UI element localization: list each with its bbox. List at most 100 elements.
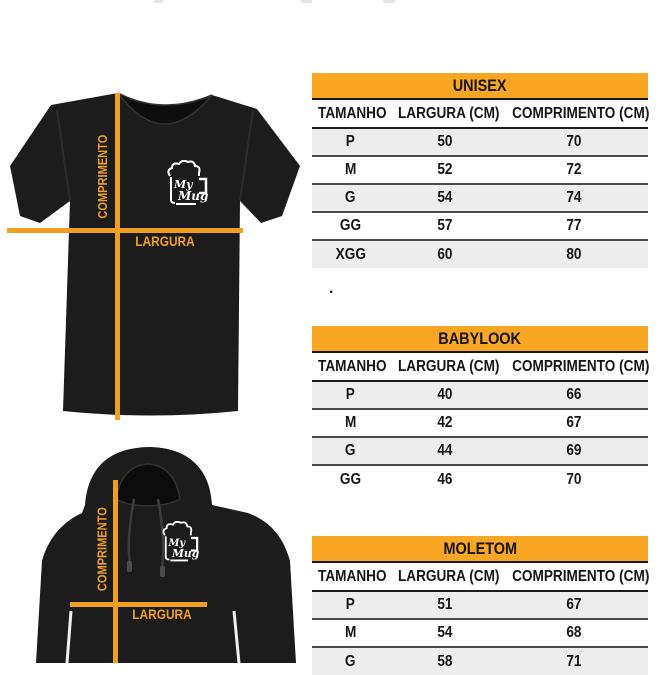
size-row: GG 57 77 <box>312 212 648 240</box>
size-cell: 40 <box>437 386 453 403</box>
logo-text: Mug <box>177 189 208 203</box>
width-line <box>7 228 243 233</box>
column-header: LARGURA (CM) <box>398 567 500 585</box>
size-row: G 58 71 <box>312 647 648 675</box>
size-cell: GG <box>340 217 362 234</box>
size-cell: 44 <box>437 442 453 459</box>
size-cell: M <box>344 414 357 431</box>
size-row: M 54 68 <box>312 619 648 647</box>
size-row: G 54 74 <box>312 184 648 212</box>
column-header-row: TAMANHO LARGURA (CM) COMPRIMENTO (CM) <box>312 563 650 591</box>
tshirt-diagram: My Mug COMPRIMENTO LARGURA <box>5 82 305 428</box>
size-table-moletom: MOLETOM TAMANHO LARGURA (CM) COMPRIMENTO… <box>312 536 650 675</box>
size-cell: 66 <box>566 386 582 403</box>
column-header: TAMANHO <box>318 357 387 375</box>
table-title-band: BABYLOOK <box>312 326 648 353</box>
size-cell: G <box>345 189 356 206</box>
size-cell: 72 <box>566 161 582 178</box>
size-table-babylook: BABYLOOK TAMANHO LARGURA (CM) COMPRIMENT… <box>312 326 650 493</box>
size-cell: 69 <box>566 442 582 459</box>
size-cell: 50 <box>437 133 453 150</box>
width-line <box>70 602 207 607</box>
column-header-row: TAMANHO LARGURA (CM) COMPRIMENTO (CM) <box>312 100 650 128</box>
width-label: LARGURA <box>115 234 215 249</box>
size-guide-infographic: { "colors":{ "band_orange":"#F8A623", "l… <box>5 0 650 675</box>
drawstring-aglet <box>160 566 165 577</box>
size-cell: 80 <box>566 245 582 263</box>
size-cell: G <box>345 652 356 670</box>
size-cell: G <box>345 442 356 459</box>
column-header: COMPRIMENTO (CM) <box>512 567 650 585</box>
logo-text: Mug <box>171 547 200 560</box>
size-cell: 67 <box>566 596 582 613</box>
size-cell: 67 <box>566 414 582 431</box>
size-row: G 44 69 <box>312 437 648 465</box>
sleeve-seams <box>56 109 254 202</box>
size-cell: 70 <box>566 133 582 150</box>
size-cell: 54 <box>437 624 453 641</box>
size-cell: P <box>346 386 356 403</box>
tshirt-silhouette <box>10 92 300 416</box>
size-cell: GG <box>340 470 362 488</box>
column-header: TAMANHO <box>318 104 387 122</box>
column-header: TAMANHO <box>318 567 387 585</box>
size-row: M 52 72 <box>312 156 648 184</box>
collar <box>117 92 213 125</box>
hood-opening <box>115 463 181 507</box>
size-row: XGG 60 80 <box>312 240 648 268</box>
size-cell: 77 <box>566 217 582 234</box>
size-row: P 40 66 <box>312 381 648 409</box>
table-title: BABYLOOK <box>438 329 522 348</box>
size-row: GG 46 70 <box>312 465 648 493</box>
table-title-band: UNISEX <box>312 73 648 100</box>
beer-mug-logo-icon: My Mug <box>162 521 200 562</box>
width-label-text: LARGURA <box>135 233 195 249</box>
drawstring-right <box>156 498 165 570</box>
column-header: LARGURA (CM) <box>398 104 500 122</box>
column-header: LARGURA (CM) <box>398 357 500 375</box>
size-cell: M <box>344 161 357 178</box>
size-table-unisex: UNISEX TAMANHO LARGURA (CM) COMPRIMENTO … <box>312 73 650 268</box>
length-label-text: COMPRIMENTO <box>94 507 110 592</box>
length-label: COMPRIMENTO <box>95 135 111 226</box>
length-line <box>115 93 120 420</box>
drawstring-aglet <box>127 561 132 572</box>
length-label-text: COMPRIMENTO <box>95 134 110 219</box>
cropped-text-remnant <box>301 0 312 3</box>
hoodie-diagram: My Mug COMPRIMENTO LARGURA <box>30 443 305 664</box>
size-cell: 42 <box>437 414 453 431</box>
length-line <box>113 480 118 663</box>
drawstring-left <box>127 498 136 565</box>
size-cell: XGG <box>335 245 366 263</box>
cropped-text-remnant <box>154 0 163 3</box>
size-cell: 58 <box>437 652 453 670</box>
stray-dot: . <box>329 280 334 297</box>
size-cell: 57 <box>437 217 453 234</box>
width-label: LARGURA <box>112 607 212 622</box>
length-label: COMPRIMENTO <box>95 507 110 599</box>
size-cell: 60 <box>437 245 453 263</box>
size-cell: P <box>346 133 356 150</box>
size-row: M 42 67 <box>312 409 648 437</box>
sleeve-gaps <box>65 610 241 664</box>
logo-text: My <box>167 538 186 549</box>
size-cell: 54 <box>437 189 453 206</box>
size-cell: M <box>344 624 357 641</box>
size-cell: 71 <box>566 652 582 670</box>
width-label-text: LARGURA <box>132 606 192 622</box>
column-header: COMPRIMENTO (CM) <box>512 357 650 375</box>
size-cell: 52 <box>437 161 453 178</box>
column-header: COMPRIMENTO (CM) <box>512 104 650 122</box>
table-title-band: MOLETOM <box>312 536 648 563</box>
size-cell: 74 <box>566 189 582 206</box>
table-title: MOLETOM <box>443 539 517 558</box>
size-cell: P <box>346 596 356 613</box>
cropped-text-remnant <box>383 0 395 3</box>
column-header-row: TAMANHO LARGURA (CM) COMPRIMENTO (CM) <box>312 353 650 381</box>
size-row: P 50 70 <box>312 128 648 156</box>
size-row: P 51 67 <box>312 591 648 619</box>
size-cell: 46 <box>437 470 453 488</box>
size-cell: 68 <box>566 624 582 641</box>
size-cell: 70 <box>566 470 582 488</box>
table-title: UNISEX <box>453 76 507 95</box>
